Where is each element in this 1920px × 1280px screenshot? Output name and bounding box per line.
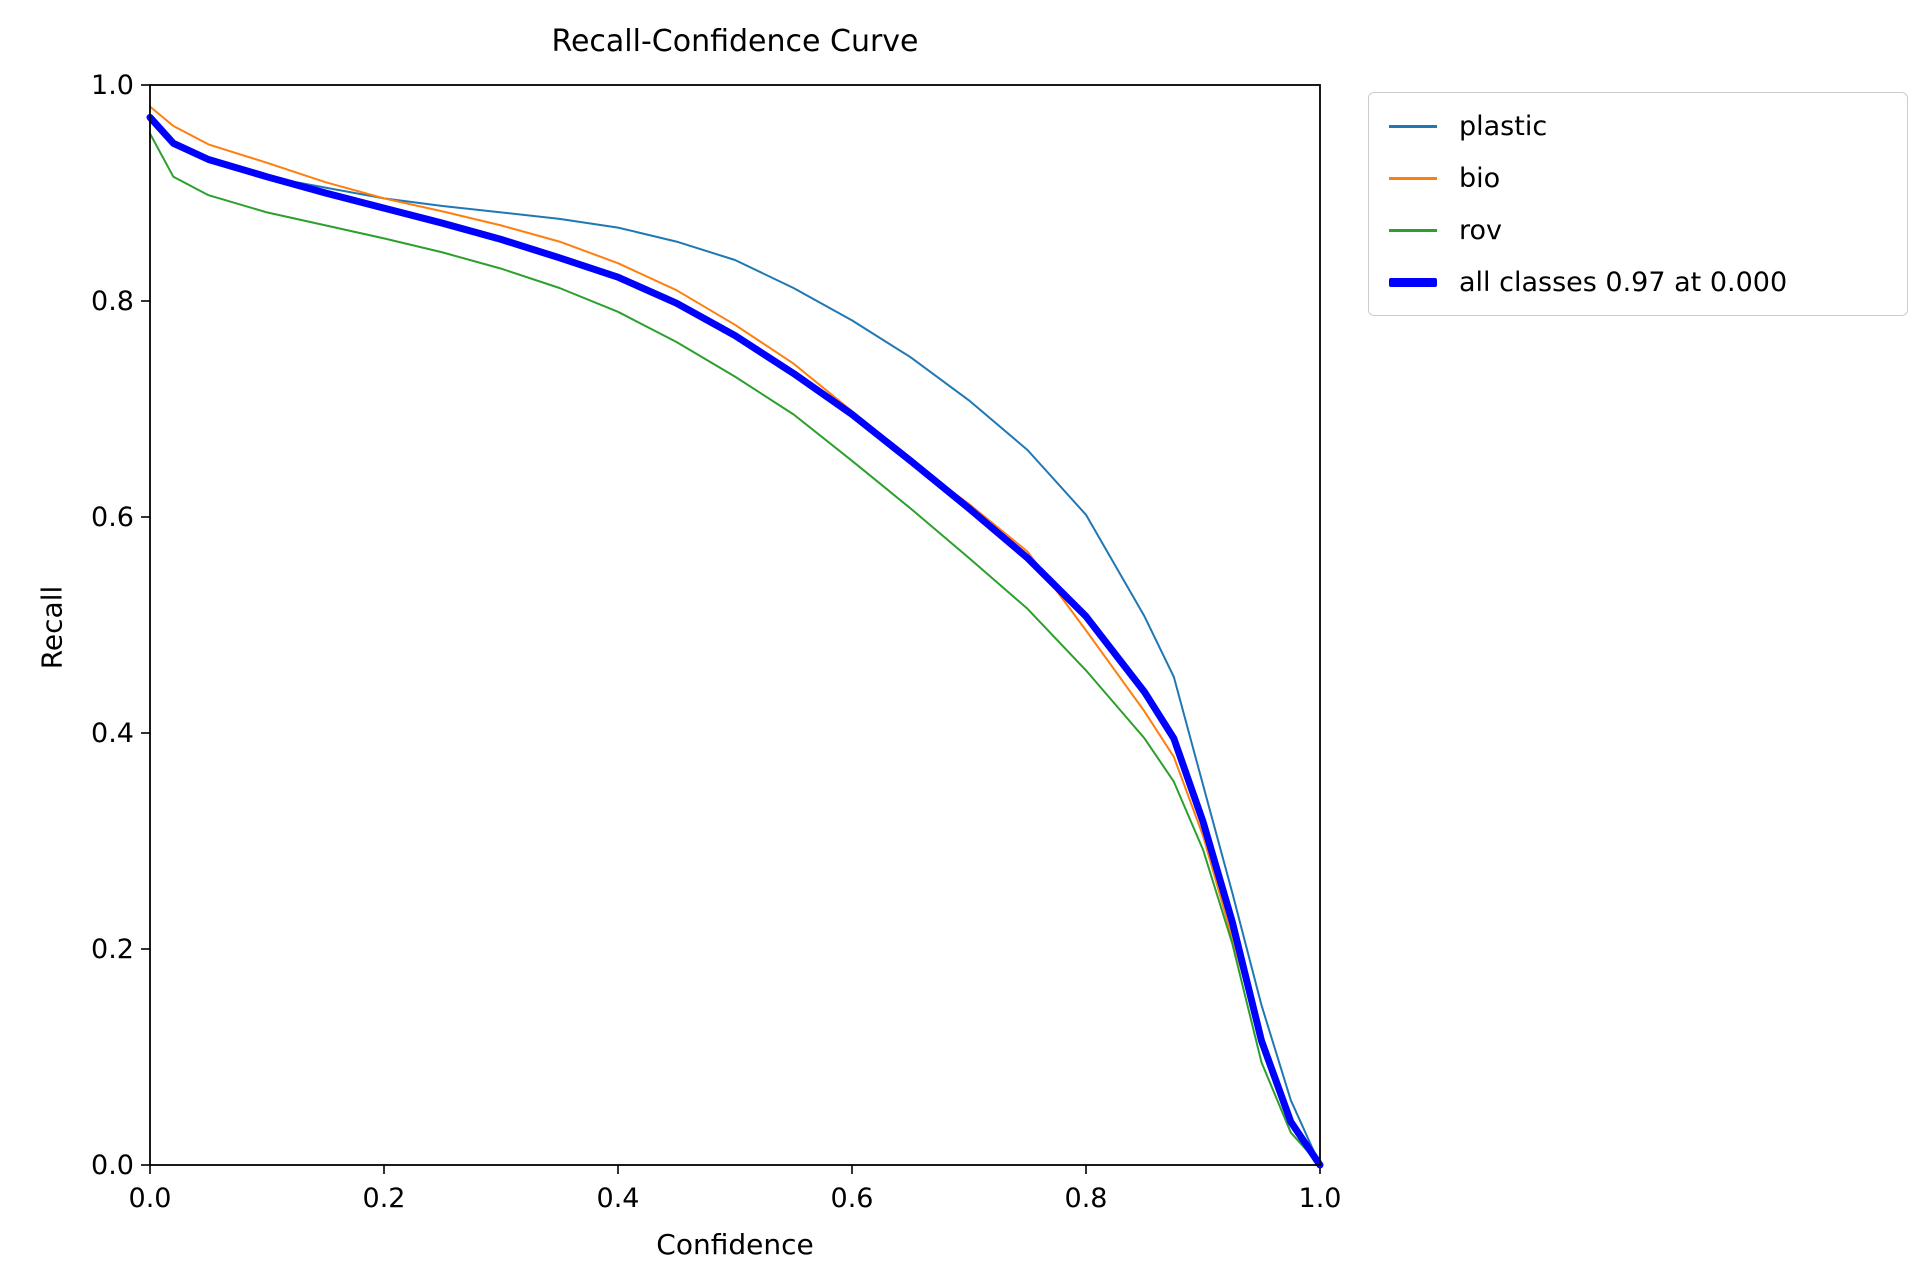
y-tick-label: 0.2 xyxy=(91,934,134,965)
legend: plastic bio rov all classes 0.97 at 0.00… xyxy=(1368,92,1908,316)
y-tick-label: 1.0 xyxy=(91,70,134,101)
x-tick-label: 0.8 xyxy=(1065,1183,1108,1214)
legend-item-bio: bio xyxy=(1389,159,1887,197)
legend-item-rov: rov xyxy=(1389,211,1887,249)
legend-label-rov: rov xyxy=(1459,214,1503,246)
plot-frame xyxy=(149,84,1321,1166)
legend-line-bio xyxy=(1389,176,1437,180)
x-axis-label: Confidence xyxy=(656,1228,814,1261)
series-line-rov xyxy=(149,132,1321,1166)
series-line-bio xyxy=(149,105,1321,1166)
legend-line-rov xyxy=(1389,228,1437,232)
y-tick-label: 0.4 xyxy=(91,718,134,749)
y-axis-label: Recall xyxy=(35,585,69,670)
x-tick-label: 0.0 xyxy=(129,1183,172,1214)
legend-item-plastic: plastic xyxy=(1389,107,1887,145)
y-tick-label: 0.8 xyxy=(91,286,134,317)
y-tick-label: 0.6 xyxy=(91,502,134,533)
legend-label-bio: bio xyxy=(1459,162,1501,194)
series-line-plastic xyxy=(149,116,1321,1166)
x-tick-label: 0.6 xyxy=(831,1183,874,1214)
x-tick-label: 0.2 xyxy=(363,1183,406,1214)
legend-line-all-classes xyxy=(1389,277,1437,287)
x-tick-label: 0.4 xyxy=(597,1183,640,1214)
y-tick-label: 0.0 xyxy=(91,1150,134,1181)
series-line-all-classes xyxy=(146,113,1324,1169)
legend-label-all-classes: all classes 0.97 at 0.000 xyxy=(1459,266,1788,298)
legend-item-all-classes: all classes 0.97 at 0.000 xyxy=(1389,263,1887,301)
legend-line-plastic xyxy=(1389,124,1437,128)
x-tick-label: 1.0 xyxy=(1299,1183,1342,1214)
legend-label-plastic: plastic xyxy=(1459,110,1548,142)
chart-title: Recall-Confidence Curve xyxy=(551,24,919,59)
